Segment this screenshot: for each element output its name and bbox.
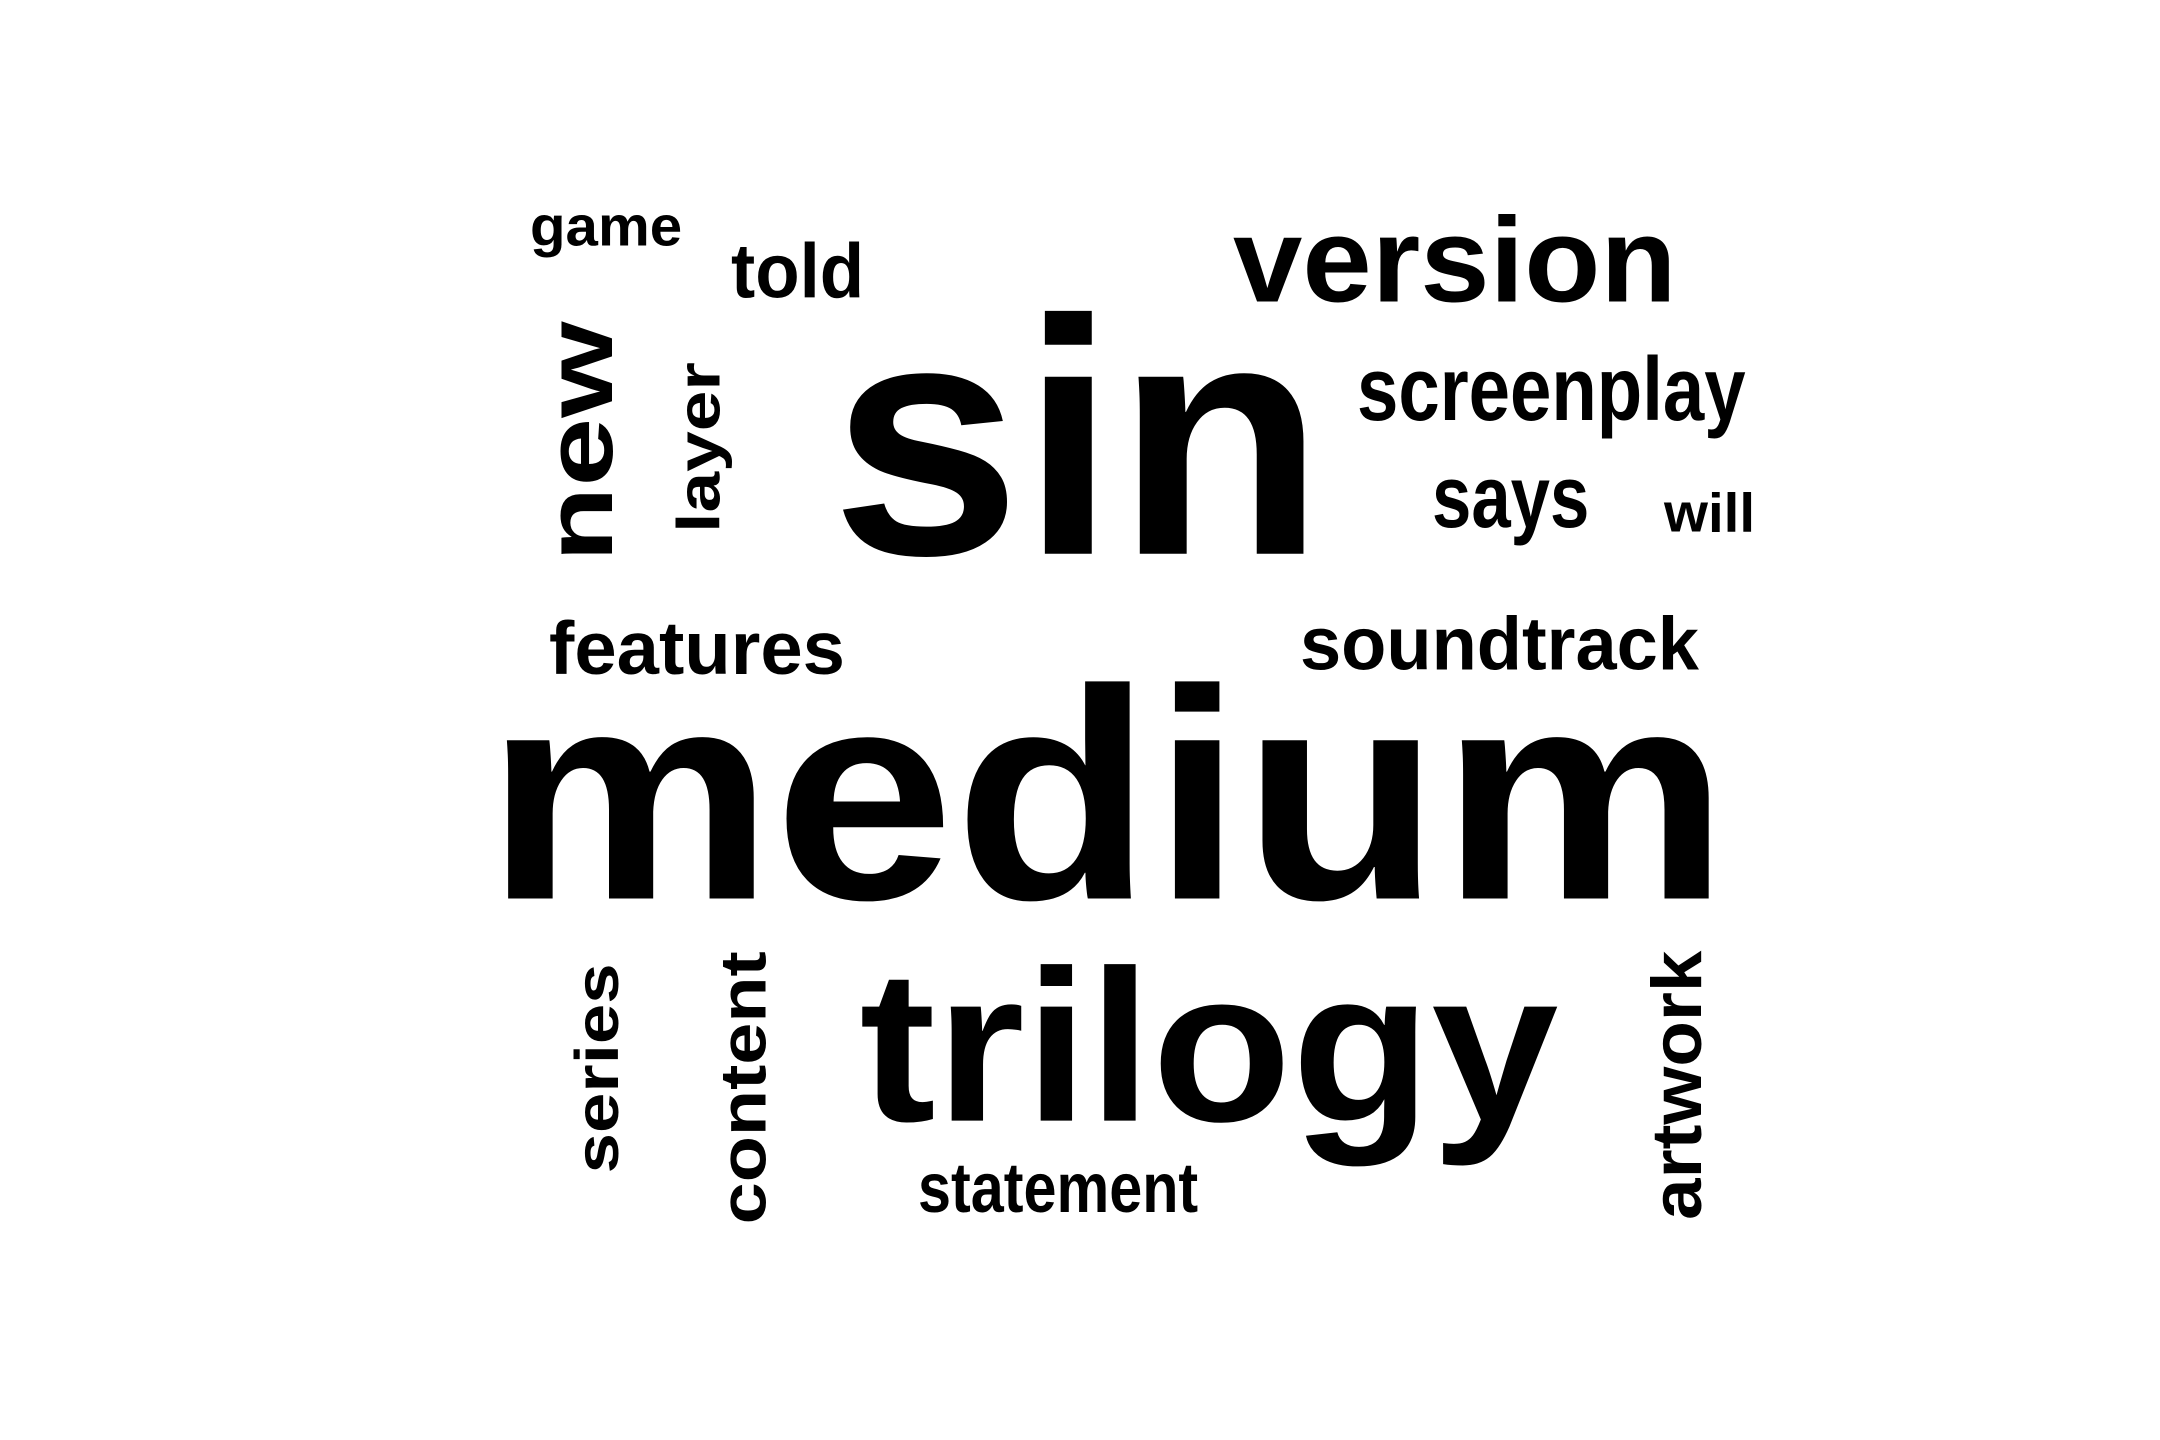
word-medium: medium <box>485 626 1729 963</box>
word-told: told <box>731 228 865 315</box>
word-version: version <box>1233 192 1677 328</box>
word-layer: layer <box>665 362 733 533</box>
word-artwork: artwork <box>1636 950 1716 1220</box>
word-soundtrack: soundtrack <box>1300 601 1699 686</box>
word-says: says <box>1432 446 1590 546</box>
word-series: series <box>563 962 632 1173</box>
word-trilogy: trilogy <box>859 926 1559 1167</box>
word-statement: statement <box>918 1147 1199 1227</box>
word-content: content <box>707 950 780 1224</box>
word-game: game <box>530 194 683 259</box>
word-screenplay: screenplay <box>1357 339 1746 440</box>
word-features: features <box>549 606 845 691</box>
word-will: will <box>1664 481 1756 543</box>
word-new: new <box>526 321 633 563</box>
word-sin: sin <box>831 251 1325 626</box>
